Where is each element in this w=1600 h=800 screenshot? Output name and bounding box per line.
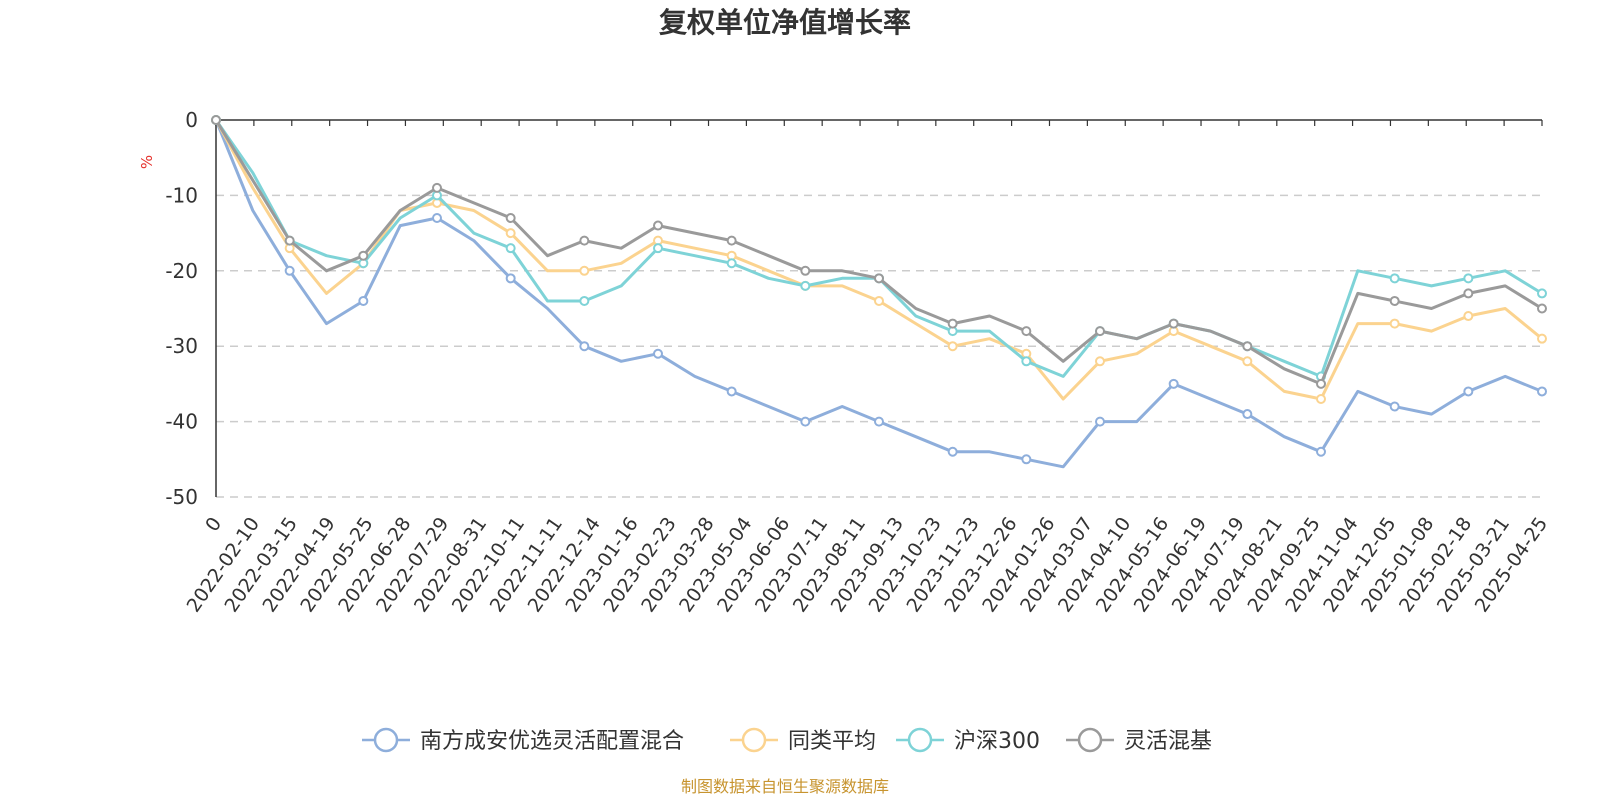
series-point-0 xyxy=(432,213,442,224)
series-point-2 xyxy=(1389,273,1400,284)
legend[interactable]: 南方成安优选灵活配置混合 同类平均 沪深300 灵活混基 xyxy=(362,727,1212,754)
series-point-0 xyxy=(1389,401,1400,412)
legend-item-3[interactable]: 灵活混基 xyxy=(1066,727,1212,754)
series-line-1 xyxy=(214,119,1543,401)
series-point-3 xyxy=(1168,318,1179,329)
series-line-3 xyxy=(214,119,1543,386)
legend-circle-icon xyxy=(907,727,933,753)
series-point-1 xyxy=(947,341,958,352)
series-point-3 xyxy=(874,273,884,284)
data-source-note: 制图数据来自恒生聚源数据库 xyxy=(681,777,889,796)
series-point-3 xyxy=(1537,303,1547,314)
y-tick-label: -30 xyxy=(165,334,198,358)
series-point-0 xyxy=(1242,409,1253,420)
series-point-3 xyxy=(947,318,958,329)
series-point-0 xyxy=(358,295,369,306)
series-point-3 xyxy=(800,265,811,276)
series-point-0 xyxy=(505,273,516,284)
series-point-0 xyxy=(1316,446,1326,457)
series-point-0 xyxy=(1095,416,1105,427)
series-point-2 xyxy=(800,280,811,291)
legend-label: 同类平均 xyxy=(788,729,876,754)
legend-circle-icon xyxy=(1077,727,1103,753)
legend-item-1[interactable]: 同类平均 xyxy=(730,727,876,754)
chart-title: 复权单位净值增长率 xyxy=(659,6,911,39)
series-point-0 xyxy=(726,386,737,397)
series-point-0 xyxy=(579,341,590,352)
series-point-2 xyxy=(1021,356,1032,367)
series-point-3 xyxy=(1316,378,1326,389)
series-point-3 xyxy=(358,250,369,261)
y-tick-label: -40 xyxy=(165,410,198,434)
series-point-3 xyxy=(1021,326,1032,337)
y-tick-label: 0 xyxy=(185,108,198,132)
legend-circle-icon xyxy=(373,727,399,753)
series-point-2 xyxy=(505,243,516,254)
legend-item-0[interactable]: 南方成安优选灵活配置混合 xyxy=(362,727,684,754)
series-point-0 xyxy=(1168,378,1179,389)
series-point-0 xyxy=(874,416,884,427)
series-point-0 xyxy=(284,265,295,276)
series-point-1 xyxy=(1537,333,1547,344)
series-point-0 xyxy=(1537,386,1547,397)
series-point-3 xyxy=(1389,295,1400,306)
series-point-1 xyxy=(1095,356,1105,367)
series-point-1 xyxy=(1242,356,1253,367)
series-point-0 xyxy=(947,446,958,457)
series-point-3 xyxy=(1242,341,1253,352)
series-point-1 xyxy=(579,265,590,276)
series-point-3 xyxy=(726,235,737,246)
series-point-0 xyxy=(1021,454,1032,465)
axes: 0-10-20-30-40-5002022-02-102022-03-15202… xyxy=(165,108,1552,616)
x-tick-label: 0 xyxy=(201,513,226,536)
series-point-1 xyxy=(1316,393,1326,404)
series-point-1 xyxy=(1389,318,1400,329)
series-point-2 xyxy=(726,258,737,269)
series-point-0 xyxy=(653,348,663,359)
legend-label: 沪深300 xyxy=(954,729,1040,754)
series-line-0 xyxy=(214,119,1543,469)
series-point-3 xyxy=(653,220,663,231)
series-point-0 xyxy=(800,416,811,427)
series-point-3 xyxy=(211,115,221,125)
y-axis-unit: % xyxy=(138,155,156,169)
series-point-3 xyxy=(505,213,516,224)
series-point-2 xyxy=(1537,288,1547,299)
y-tick-label: -50 xyxy=(165,485,198,509)
series-point-2 xyxy=(579,295,590,306)
series-point-0 xyxy=(1463,386,1474,397)
series-point-1 xyxy=(1463,311,1474,322)
series-point-3 xyxy=(579,235,590,246)
series-point-1 xyxy=(505,228,516,239)
series-point-3 xyxy=(284,235,295,246)
series-point-3 xyxy=(432,182,442,193)
legend-label: 灵活混基 xyxy=(1124,729,1212,754)
series-lines xyxy=(211,115,1547,469)
legend-circle-icon xyxy=(741,727,767,753)
series-line-2 xyxy=(214,119,1543,378)
legend-label: 南方成安优选灵活配置混合 xyxy=(420,729,684,754)
series-point-3 xyxy=(1095,326,1105,337)
y-tick-label: -10 xyxy=(165,183,198,207)
series-point-1 xyxy=(874,295,884,306)
series-point-3 xyxy=(1463,288,1474,299)
series-point-2 xyxy=(653,243,663,254)
series-point-2 xyxy=(1463,273,1474,284)
gridlines xyxy=(216,194,1542,498)
y-tick-label: -20 xyxy=(165,259,198,283)
legend-item-2[interactable]: 沪深300 xyxy=(896,727,1040,754)
